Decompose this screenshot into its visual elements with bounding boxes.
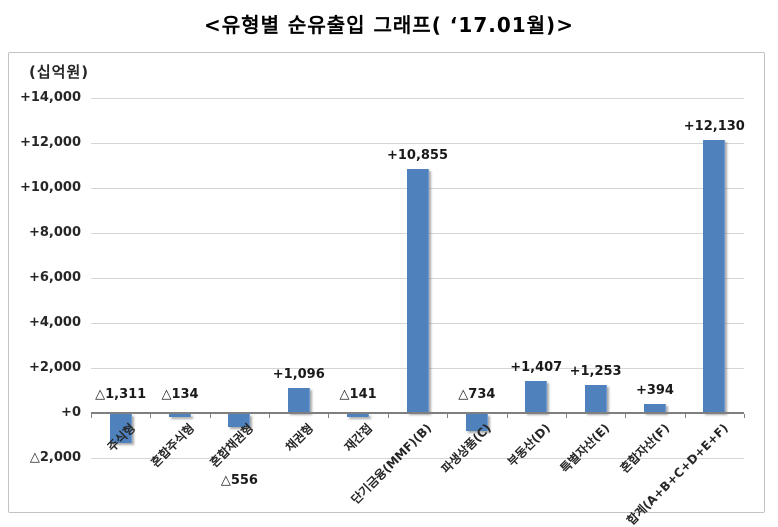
x-axis-tick (387, 414, 389, 418)
category-label: 합계(A+B+C+D+E+F) (624, 421, 732, 527)
data-label: +1,407 (510, 360, 563, 376)
y-axis-unit-label: (십억원) (29, 63, 90, 81)
plot-area: +14,000 +12,000 +10,000 +8,000 +6,000 +4,000 +… (9, 53, 764, 527)
y-tick-label: +10,000 (19, 180, 81, 195)
data-label: △141 (339, 387, 377, 402)
bar (703, 140, 726, 413)
x-axis-tick (744, 414, 745, 418)
bar (347, 414, 370, 418)
data-label: +394 (635, 383, 674, 399)
category-label: 혼합채권형 (207, 421, 257, 470)
x-axis-tick (565, 414, 567, 418)
category-label: 혼합주식형 (148, 421, 197, 470)
chart-container: (십억원) +14,000 +12,000 +10,000 +8,000 +6,000 +… (8, 52, 765, 527)
bar (406, 168, 429, 413)
y-tick-label: +12,000 (19, 135, 81, 150)
x-axis-tick (625, 414, 627, 418)
y-tick-label: +4,000 (28, 315, 81, 330)
x-axis-tick (328, 414, 330, 418)
gridline (91, 143, 744, 144)
bar (287, 388, 310, 413)
y-tick-label: △2,000 (29, 450, 81, 465)
category-label: 혼합자산(F) (617, 421, 672, 476)
data-label: △134 (161, 387, 199, 402)
x-axis-tick (447, 414, 449, 418)
data-label: +1,096 (272, 367, 325, 383)
data-label: △556 (220, 473, 258, 488)
bar (643, 404, 666, 413)
x-axis-tick (269, 414, 271, 418)
data-label: +12,130 (683, 119, 745, 135)
x-axis-tick (150, 414, 152, 418)
y-tick-label: +14,000 (19, 90, 81, 105)
bar (525, 381, 548, 413)
data-label: △734 (458, 387, 496, 402)
gridline (91, 98, 744, 99)
bar (228, 414, 251, 427)
x-axis-tick (506, 414, 508, 418)
bar (465, 414, 488, 431)
x-axis-tick (91, 414, 92, 418)
category-label: 재간접 (341, 421, 376, 455)
bar (169, 414, 192, 417)
category-label: 부동산(D) (505, 421, 554, 470)
x-axis-tick (684, 414, 686, 418)
y-tick-label: +0 (61, 405, 81, 420)
chart-title: <유형별 순유출입 그래프( ‘17.01월)> (204, 13, 574, 37)
x-axis-line (91, 412, 744, 414)
data-label: +1,253 (569, 363, 622, 379)
bar (584, 384, 607, 413)
y-tick-label: +8,000 (28, 225, 81, 240)
bar (109, 414, 132, 444)
data-label: △1,311 (95, 387, 147, 402)
gridline (91, 458, 744, 459)
category-label: 채권형 (282, 421, 316, 455)
category-label: 특별자산(E) (557, 421, 613, 476)
data-label: +10,855 (386, 147, 449, 163)
x-axis-tick (209, 414, 211, 418)
y-tick-label: +6,000 (28, 270, 81, 285)
y-tick-label: +2,000 (28, 360, 81, 375)
